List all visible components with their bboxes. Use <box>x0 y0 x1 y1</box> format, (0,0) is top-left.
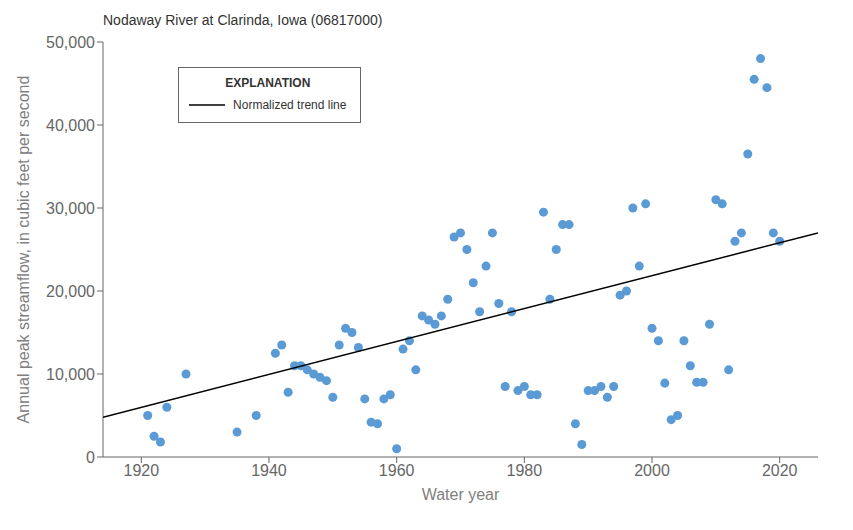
svg-text:10,000: 10,000 <box>46 366 95 383</box>
svg-text:30,000: 30,000 <box>46 200 95 217</box>
svg-text:Water year: Water year <box>422 486 500 503</box>
svg-text:50,000: 50,000 <box>46 34 95 51</box>
html-text:Normalized trend line: Normalized trend line <box>233 97 347 112</box>
svg-text:1960: 1960 <box>379 462 415 479</box>
html-text:EXPLANATION: EXPLANATION <box>225 75 311 90</box>
svg-text:1920: 1920 <box>124 462 160 479</box>
html-text:Nodaway River at Clarinda, Iow: Nodaway River at Clarinda, Iowa (0681700… <box>103 12 383 28</box>
svg-text:0: 0 <box>86 449 95 466</box>
svg-text:2020: 2020 <box>762 462 798 479</box>
svg-text:Annual peak streamflow, in cub: Annual peak streamflow, in cubic feet pe… <box>15 76 32 424</box>
svg-text:20,000: 20,000 <box>46 283 95 300</box>
svg-text:1980: 1980 <box>507 462 543 479</box>
svg-text:40,000: 40,000 <box>46 117 95 134</box>
svg-text:1940: 1940 <box>251 462 287 479</box>
svg-text:2000: 2000 <box>634 462 670 479</box>
